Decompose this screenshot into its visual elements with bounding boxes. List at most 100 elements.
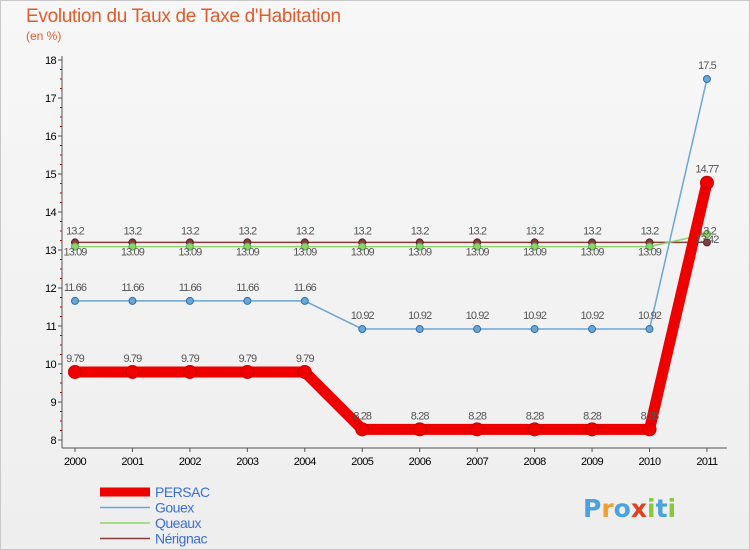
data-point bbox=[588, 242, 597, 251]
data-point bbox=[68, 364, 82, 379]
y-tick-label: 9 bbox=[50, 397, 56, 409]
data-label: 13.2 bbox=[296, 225, 315, 237]
x-tick-label: 2002 bbox=[179, 456, 202, 468]
data-label: 17.5 bbox=[698, 60, 717, 72]
x-tick-label: 2010 bbox=[638, 456, 661, 468]
data-point bbox=[588, 325, 597, 334]
data-label: 13.09 bbox=[236, 247, 260, 259]
data-point bbox=[125, 364, 140, 379]
data-label: 8.28 bbox=[526, 410, 545, 422]
data-label: 13.09 bbox=[63, 247, 87, 259]
data-label: 11.66 bbox=[236, 282, 259, 294]
data-label: 8.28 bbox=[583, 410, 602, 422]
data-point bbox=[473, 325, 482, 334]
data-label: 13.09 bbox=[408, 247, 432, 259]
y-tick-label: 10 bbox=[45, 359, 57, 371]
data-point bbox=[645, 325, 654, 334]
data-point bbox=[185, 296, 194, 305]
x-tick-label: 2008 bbox=[524, 456, 547, 468]
data-point bbox=[240, 364, 255, 379]
data-label: 11.66 bbox=[294, 282, 317, 294]
x-tick-label: 2006 bbox=[409, 456, 432, 468]
data-label: 13.2 bbox=[66, 225, 85, 237]
data-point bbox=[185, 242, 194, 251]
data-point bbox=[645, 242, 654, 251]
data-point bbox=[415, 325, 424, 334]
data-label: 13.2 bbox=[468, 225, 487, 237]
data-point bbox=[702, 230, 711, 239]
data-point bbox=[530, 242, 539, 251]
data-point bbox=[699, 175, 714, 190]
y-tick-label: 15 bbox=[45, 169, 57, 181]
data-label: 9.79 bbox=[238, 353, 257, 365]
data-point bbox=[243, 296, 252, 305]
x-tick-label: 2009 bbox=[581, 456, 604, 468]
y-tick-label: 12 bbox=[45, 283, 57, 295]
y-tick-label: 14 bbox=[45, 207, 57, 219]
data-point bbox=[243, 242, 252, 251]
data-label: 13.2 bbox=[698, 225, 717, 237]
data-label: 11.66 bbox=[64, 282, 87, 294]
data-label: 9.79 bbox=[181, 353, 200, 365]
data-label: 10.92 bbox=[351, 310, 375, 322]
data-point bbox=[182, 364, 197, 379]
data-point bbox=[300, 242, 309, 251]
data-point bbox=[358, 242, 367, 251]
legend-label: Queaux bbox=[155, 515, 202, 531]
data-point bbox=[642, 422, 657, 437]
chart-title: Evolution du Taux de Taxe d'Habitation bbox=[26, 6, 341, 27]
series-line-gouex bbox=[74, 78, 708, 330]
data-label: 9.79 bbox=[124, 353, 143, 365]
data-label: 13.09 bbox=[523, 247, 547, 259]
chart-subtitle: (en %) bbox=[26, 29, 62, 43]
data-point bbox=[470, 422, 485, 437]
data-point bbox=[527, 422, 542, 437]
data-label: 11.66 bbox=[179, 282, 202, 294]
legend-label: Gouex bbox=[155, 500, 194, 516]
data-point bbox=[71, 242, 79, 251]
data-point bbox=[702, 75, 711, 83]
y-tick-label: 8 bbox=[50, 435, 56, 447]
legend-label: PERSAC bbox=[155, 484, 210, 500]
series-line-queaux bbox=[74, 233, 708, 248]
data-label: 10.92 bbox=[638, 310, 662, 322]
data-label: 13.09 bbox=[638, 247, 662, 259]
data-label: 13.09 bbox=[178, 247, 202, 259]
data-point bbox=[71, 296, 79, 305]
legend-label: Nérignac bbox=[155, 531, 208, 547]
y-tick-label: 17 bbox=[45, 93, 57, 105]
data-point bbox=[297, 364, 312, 379]
data-label: 14.77 bbox=[695, 164, 719, 176]
data-label: 13.2 bbox=[181, 225, 200, 237]
x-tick-label: 2004 bbox=[294, 456, 317, 468]
data-label: 13.2 bbox=[526, 225, 545, 237]
data-label: 8.28 bbox=[641, 410, 660, 422]
data-point bbox=[585, 422, 600, 437]
y-tick-label: 18 bbox=[45, 55, 57, 67]
data-label: 8.28 bbox=[411, 410, 430, 422]
data-point bbox=[412, 422, 427, 437]
data-label: 13.09 bbox=[351, 247, 375, 259]
data-label: 9.79 bbox=[66, 353, 85, 365]
data-label: 13.2 bbox=[238, 225, 257, 237]
data-label: 13.09 bbox=[293, 247, 317, 259]
data-point bbox=[530, 325, 539, 334]
data-label: 10.92 bbox=[408, 310, 432, 322]
data-label: 13.2 bbox=[583, 225, 602, 237]
y-tick-label: 13 bbox=[45, 245, 57, 257]
x-tick-label: 2003 bbox=[236, 456, 259, 468]
x-tick-label: 2005 bbox=[351, 456, 374, 468]
data-point bbox=[355, 422, 370, 437]
y-tick-label: 11 bbox=[46, 321, 57, 333]
x-tick-label: 2011 bbox=[696, 456, 718, 468]
series-line-persac bbox=[69, 177, 713, 435]
data-label: 11.66 bbox=[121, 282, 144, 294]
data-label: 13.2 bbox=[641, 225, 660, 237]
data-label: 13.2 bbox=[353, 225, 372, 237]
data-point bbox=[128, 296, 137, 305]
x-tick-label: 2007 bbox=[466, 456, 489, 468]
y-tick-label: 16 bbox=[45, 131, 57, 143]
data-label: 8.28 bbox=[468, 410, 487, 422]
